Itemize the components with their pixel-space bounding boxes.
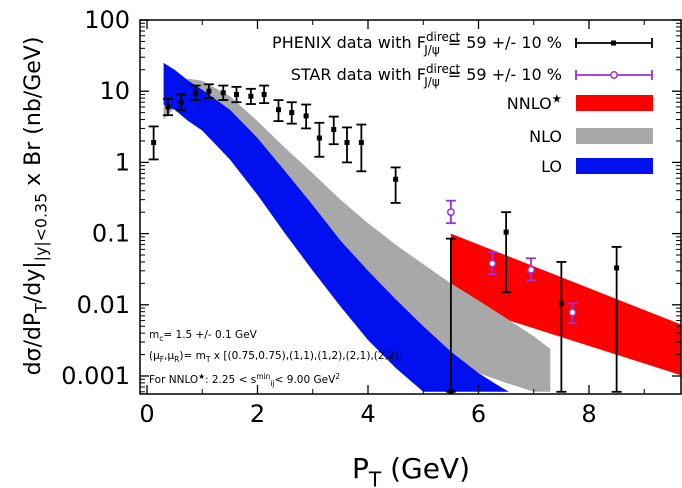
marker [248,93,254,99]
marker [448,389,454,394]
marker [206,88,212,94]
phenix-point [245,87,256,105]
legend-label: PHENIX data with Fdirect J/ψ = 59 +/- 10 % [272,30,562,57]
legend-label: NLO [529,127,562,146]
y-axis-label: dσ/dPT/dy||y|<0.35 x Br (nb/GeV) [21,37,51,376]
marker [220,90,226,96]
marker [165,104,171,110]
lo-band [163,62,509,392]
axis-ticks: 0 2 4 6 8 100 10 1 0.1 0.01 0.001 [61,6,681,428]
phenix-point [231,85,242,104]
star-point [567,302,578,325]
marker [261,91,267,97]
annotations: mc= 1.5 +/- 0.1 GeV (μF,μR)= mT x [(0.75,… [149,329,403,388]
annotation-text: (μF,μR)= mT x [(0.75,0.75),(1,1),(1,2),(… [149,350,403,364]
x-axis-label-text: PT (GeV) [352,452,470,488]
y-tick-label: 0.01 [77,291,130,319]
phenix-point [314,121,325,158]
phenix-point [203,83,214,99]
legend-marker [610,71,618,79]
phenix-point [301,103,312,130]
phenix-point [218,84,229,101]
legend-item: STAR data with Fdirect J/ψ = 59 +/- 10 % [291,62,653,89]
phenix-point [259,84,270,105]
phenix-point [356,123,367,173]
legend-marker [611,40,616,46]
y-tick-label: 100 [84,6,130,34]
phenix-point [286,101,297,125]
x-tick-label: 8 [581,400,596,428]
y-tick-label: 1 [115,148,130,176]
marker [614,265,620,271]
marker [446,208,455,217]
legend-label: STAR data with Fdirect J/ψ = 59 +/- 10 % [291,62,562,89]
star-point [487,251,498,275]
legend-item: LO [541,157,653,176]
marker [331,126,337,132]
plot-frame [139,19,682,395]
marker [358,140,364,146]
phenix-point [190,84,201,101]
phenix-point [273,99,284,123]
phenix-point [342,126,353,164]
phenix-point [176,93,187,112]
legend-item: NLO [529,127,653,146]
phenix-point [162,97,173,117]
y-tick-label: 10 [99,77,130,105]
marker [193,90,199,96]
theory-bands [163,62,681,392]
marker [503,229,509,235]
marker [558,300,564,306]
marker [151,140,157,146]
marker [393,176,399,182]
annotation-text: mc= 1.5 +/- 0.1 GeV [149,329,258,343]
legend-label: LO [541,157,562,176]
x-tick-label: 4 [360,400,375,428]
marker [234,91,240,97]
legend-swatch [576,128,653,144]
marker [488,259,497,268]
x-tick-label: 2 [250,400,265,428]
legend-swatch [576,95,653,111]
axis-labels: PT (GeV) dσ/dPT/dy||y|<0.35 x Br (nb/GeV) [21,37,470,488]
marker [289,110,295,116]
phenix-point [148,125,159,161]
legend-item: NNLO★ [507,92,653,113]
data-points [148,83,681,394]
phenix-point [390,166,401,204]
star-point [445,199,456,225]
marker [568,308,577,317]
star-point [525,257,536,282]
legend: PHENIX data with Fdirect J/ψ = 59 +/- 10 %… [272,30,653,176]
marker [303,113,309,119]
legend-item: PHENIX data with Fdirect J/ψ = 59 +/- 10 % [272,30,653,57]
legend-label: NNLO★ [507,92,562,113]
phenix-point [611,246,622,393]
x-tick-label: 6 [471,400,486,428]
marker [344,140,350,146]
marker [527,265,535,274]
phenix-point [501,211,512,294]
phenix-point [556,261,567,393]
phenix-point [445,237,456,394]
phenix-point [328,115,339,146]
x-tick-label: 0 [139,400,154,428]
legend-swatch [576,158,653,174]
nnlo-band [450,233,681,376]
marker [275,107,281,113]
annotation-text: For NNLO★: 2.25 < sminij< 9.00 GeV2 [149,372,340,388]
marker [316,135,322,141]
marker [178,99,184,105]
y-tick-label: 0.1 [92,220,130,248]
y-tick-label: 0.001 [61,362,130,390]
